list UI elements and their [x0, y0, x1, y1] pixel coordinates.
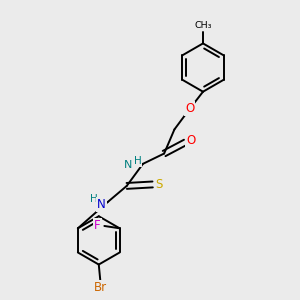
Text: O: O [186, 134, 195, 147]
Text: S: S [155, 178, 163, 191]
Text: N: N [124, 160, 132, 170]
Text: CH₃: CH₃ [195, 21, 212, 30]
Text: N: N [97, 198, 106, 211]
Text: H: H [134, 156, 142, 166]
Text: O: O [185, 102, 194, 115]
Text: F: F [94, 219, 101, 232]
Text: Br: Br [94, 281, 107, 294]
Text: H: H [91, 194, 98, 204]
